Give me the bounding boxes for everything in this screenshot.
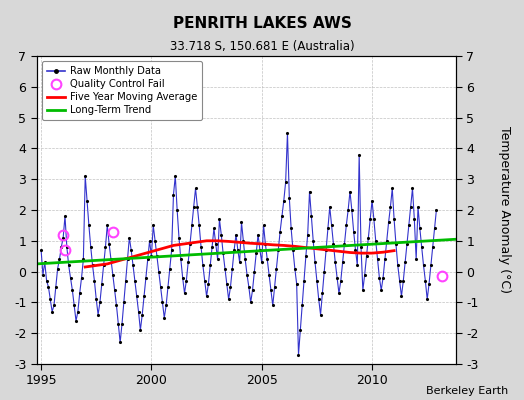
Text: 33.718 S, 150.681 E (Australia): 33.718 S, 150.681 E (Australia) bbox=[170, 40, 354, 53]
Text: PENRITH LAKES AWS: PENRITH LAKES AWS bbox=[172, 16, 352, 31]
Y-axis label: Temperature Anomaly (°C): Temperature Anomaly (°C) bbox=[498, 126, 511, 294]
Text: Berkeley Earth: Berkeley Earth bbox=[426, 386, 508, 396]
Legend: Raw Monthly Data, Quality Control Fail, Five Year Moving Average, Long-Term Tren: Raw Monthly Data, Quality Control Fail, … bbox=[42, 61, 202, 120]
